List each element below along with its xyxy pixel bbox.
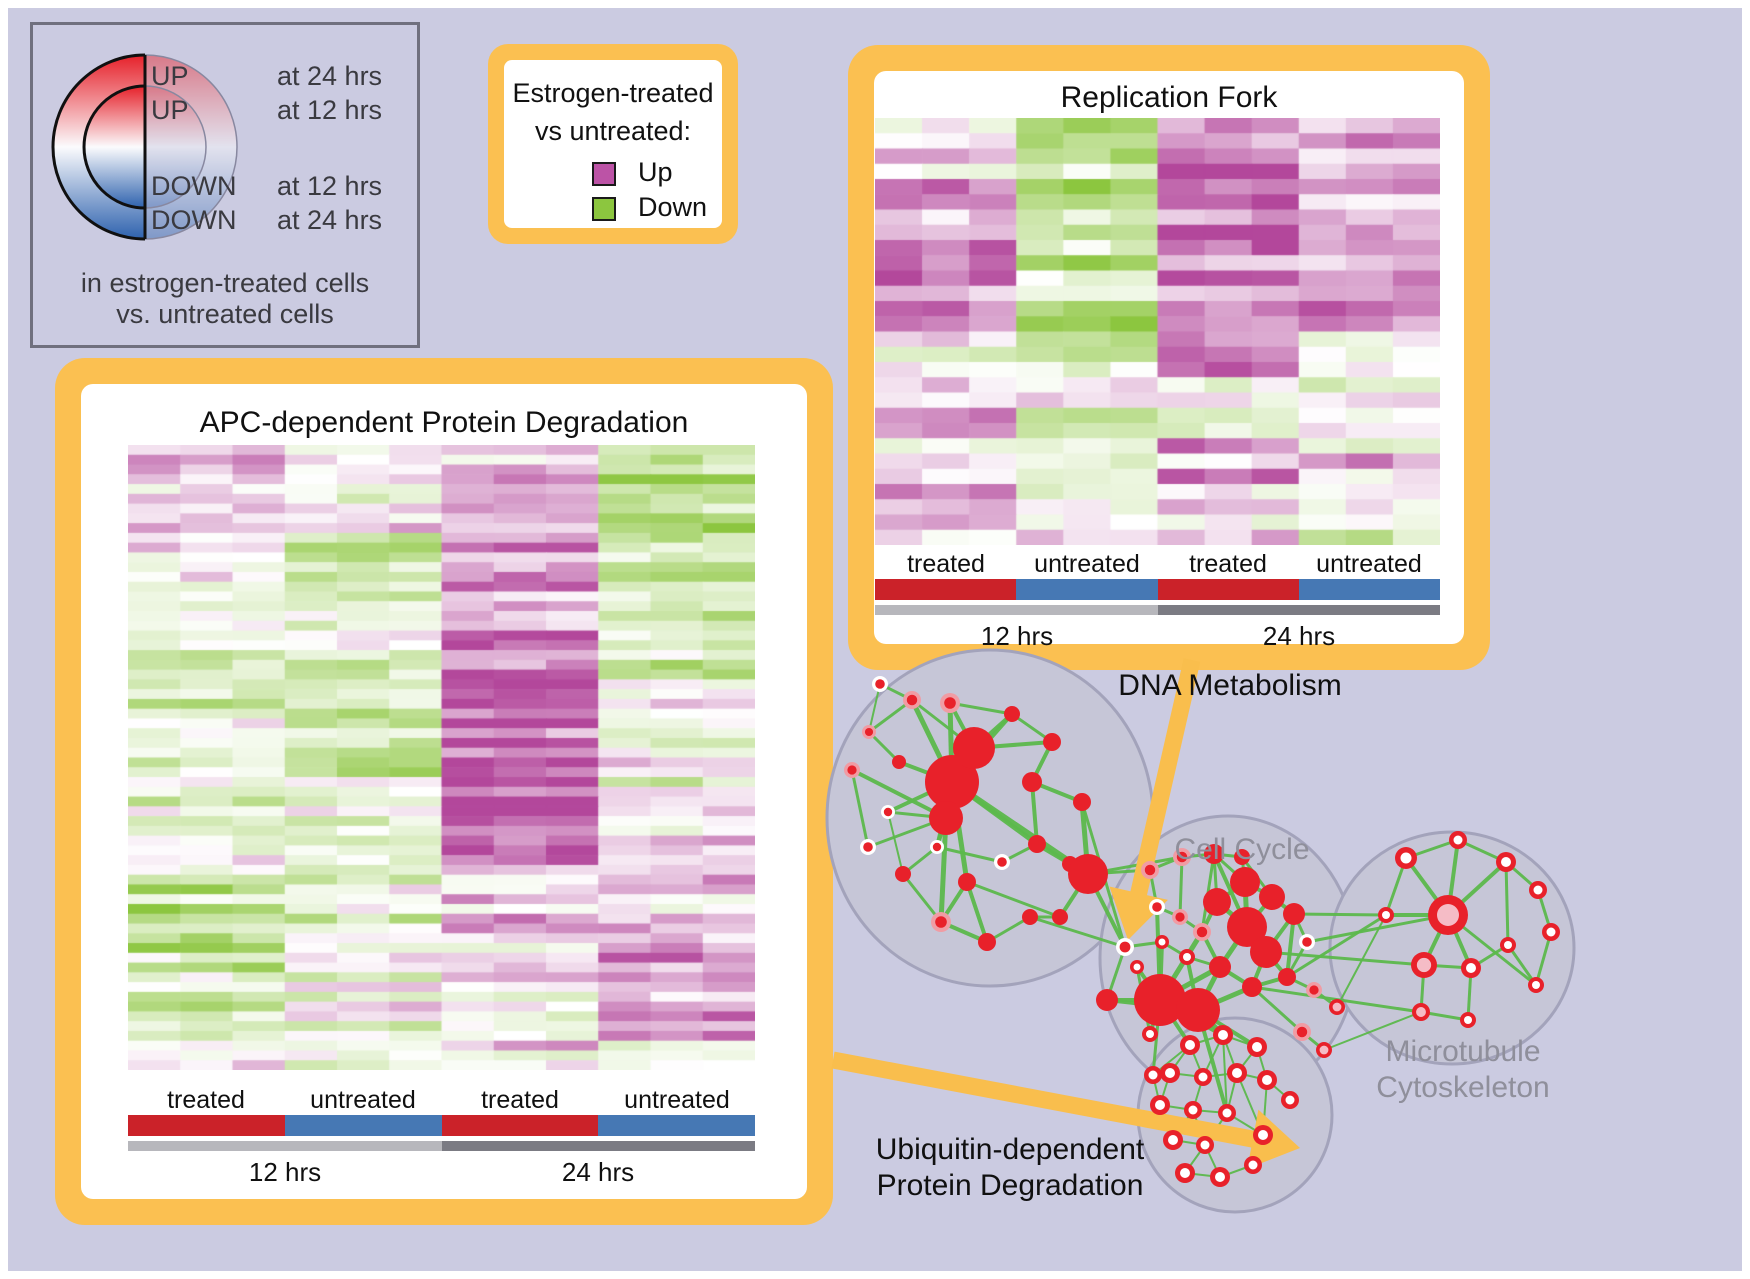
replication-fork-heatmap xyxy=(875,118,1440,545)
replication-fork-panel: Replication Fork treated untreated treat… xyxy=(848,45,1490,670)
apc-degradation-panel: APC-dependent Protein Degradation treate… xyxy=(55,358,833,1225)
cluster-label-ubiquitin-line2: Protein Degradation xyxy=(876,1169,1144,1202)
ring-legend-time-24-up: at 24 hrs xyxy=(277,61,383,91)
ring-legend-footer-2: vs. untreated cells xyxy=(116,299,334,329)
cluster-label-ubiquitin-degradation: Ubiquitin-dependent Protein Degradation xyxy=(855,1132,1165,1204)
rep-group-treated-24: treated xyxy=(1189,550,1267,578)
apc-group-untreated-24: untreated xyxy=(624,1086,730,1114)
rep-group-treated-12: treated xyxy=(907,550,985,578)
ring-legend-time-24-down: at 24 hrs xyxy=(277,205,383,235)
apc-bar-treated-12 xyxy=(128,1115,285,1136)
cluster-label-ubiquitin-line1: Ubiquitin-dependent xyxy=(875,1133,1145,1166)
apc-degradation-title: APC-dependent Protein Degradation xyxy=(199,406,689,439)
up-label: Up xyxy=(638,157,673,187)
apc-group-untreated-12: untreated xyxy=(310,1086,416,1114)
apc-group-treated-12: treated xyxy=(167,1086,245,1114)
rep-time-12: 12 hrs xyxy=(980,621,1054,651)
down-label: Down xyxy=(638,192,708,222)
ring-legend-down-inner: DOWN xyxy=(151,171,237,201)
ring-legend-time-12-up: at 12 hrs xyxy=(277,95,383,125)
updown-legend-title-2: vs untreated: xyxy=(534,116,692,146)
concentric-ring-diagram xyxy=(51,53,238,241)
ring-legend-time-12-down: at 12 hrs xyxy=(277,171,383,201)
cluster-label-microtubule-line1: Microtubule xyxy=(1385,1035,1541,1068)
ring-legend-footer-1: in estrogen-treated cells xyxy=(80,268,370,298)
down-color-swatch xyxy=(592,197,616,221)
cluster-label-dna-metabolism: DNA Metabolism xyxy=(1118,669,1342,702)
apc-bar-treated-24 xyxy=(442,1115,598,1136)
rep-group-untreated-12: untreated xyxy=(1034,550,1140,578)
up-color-swatch xyxy=(592,162,616,186)
apc-bar-untreated-24 xyxy=(598,1115,755,1136)
updown-legend-title-1: Estrogen-treated xyxy=(512,78,714,108)
apc-degradation-heatmap xyxy=(128,445,755,1070)
rep-timebar-24 xyxy=(1158,605,1440,615)
apc-time-12: 12 hrs xyxy=(248,1157,322,1187)
ring-legend-down-outer: DOWN xyxy=(151,205,237,235)
cluster-label-cell-cycle: Cell Cycle xyxy=(1174,833,1310,866)
apc-timebar-12 xyxy=(128,1141,442,1151)
apc-group-treated-24: treated xyxy=(481,1086,559,1114)
apc-timebar-24 xyxy=(442,1141,755,1151)
ring-legend-box: UP at 24 hrs UP at 12 hrs DOWN at 12 hrs… xyxy=(30,22,420,348)
rep-bar-untreated-12 xyxy=(1016,579,1158,600)
updown-legend-box: Estrogen-treated vs untreated: Up Down xyxy=(488,44,738,244)
ring-legend-up-outer: UP xyxy=(151,61,189,91)
rep-timebar-12 xyxy=(875,605,1158,615)
rep-bar-treated-12 xyxy=(875,579,1016,600)
ring-legend-up-inner: UP xyxy=(151,95,189,125)
rep-group-untreated-24: untreated xyxy=(1316,550,1422,578)
cluster-label-microtubule-cytoskeleton: Microtubule Cytoskeleton xyxy=(1313,1034,1613,1106)
apc-bar-untreated-12 xyxy=(285,1115,442,1136)
rep-bar-treated-24 xyxy=(1158,579,1299,600)
cluster-label-microtubule-line2: Cytoskeleton xyxy=(1376,1071,1550,1104)
rep-bar-untreated-24 xyxy=(1299,579,1440,600)
replication-fork-title: Replication Fork xyxy=(1060,81,1278,114)
rep-time-24: 24 hrs xyxy=(1262,621,1336,651)
apc-time-24: 24 hrs xyxy=(561,1157,635,1187)
